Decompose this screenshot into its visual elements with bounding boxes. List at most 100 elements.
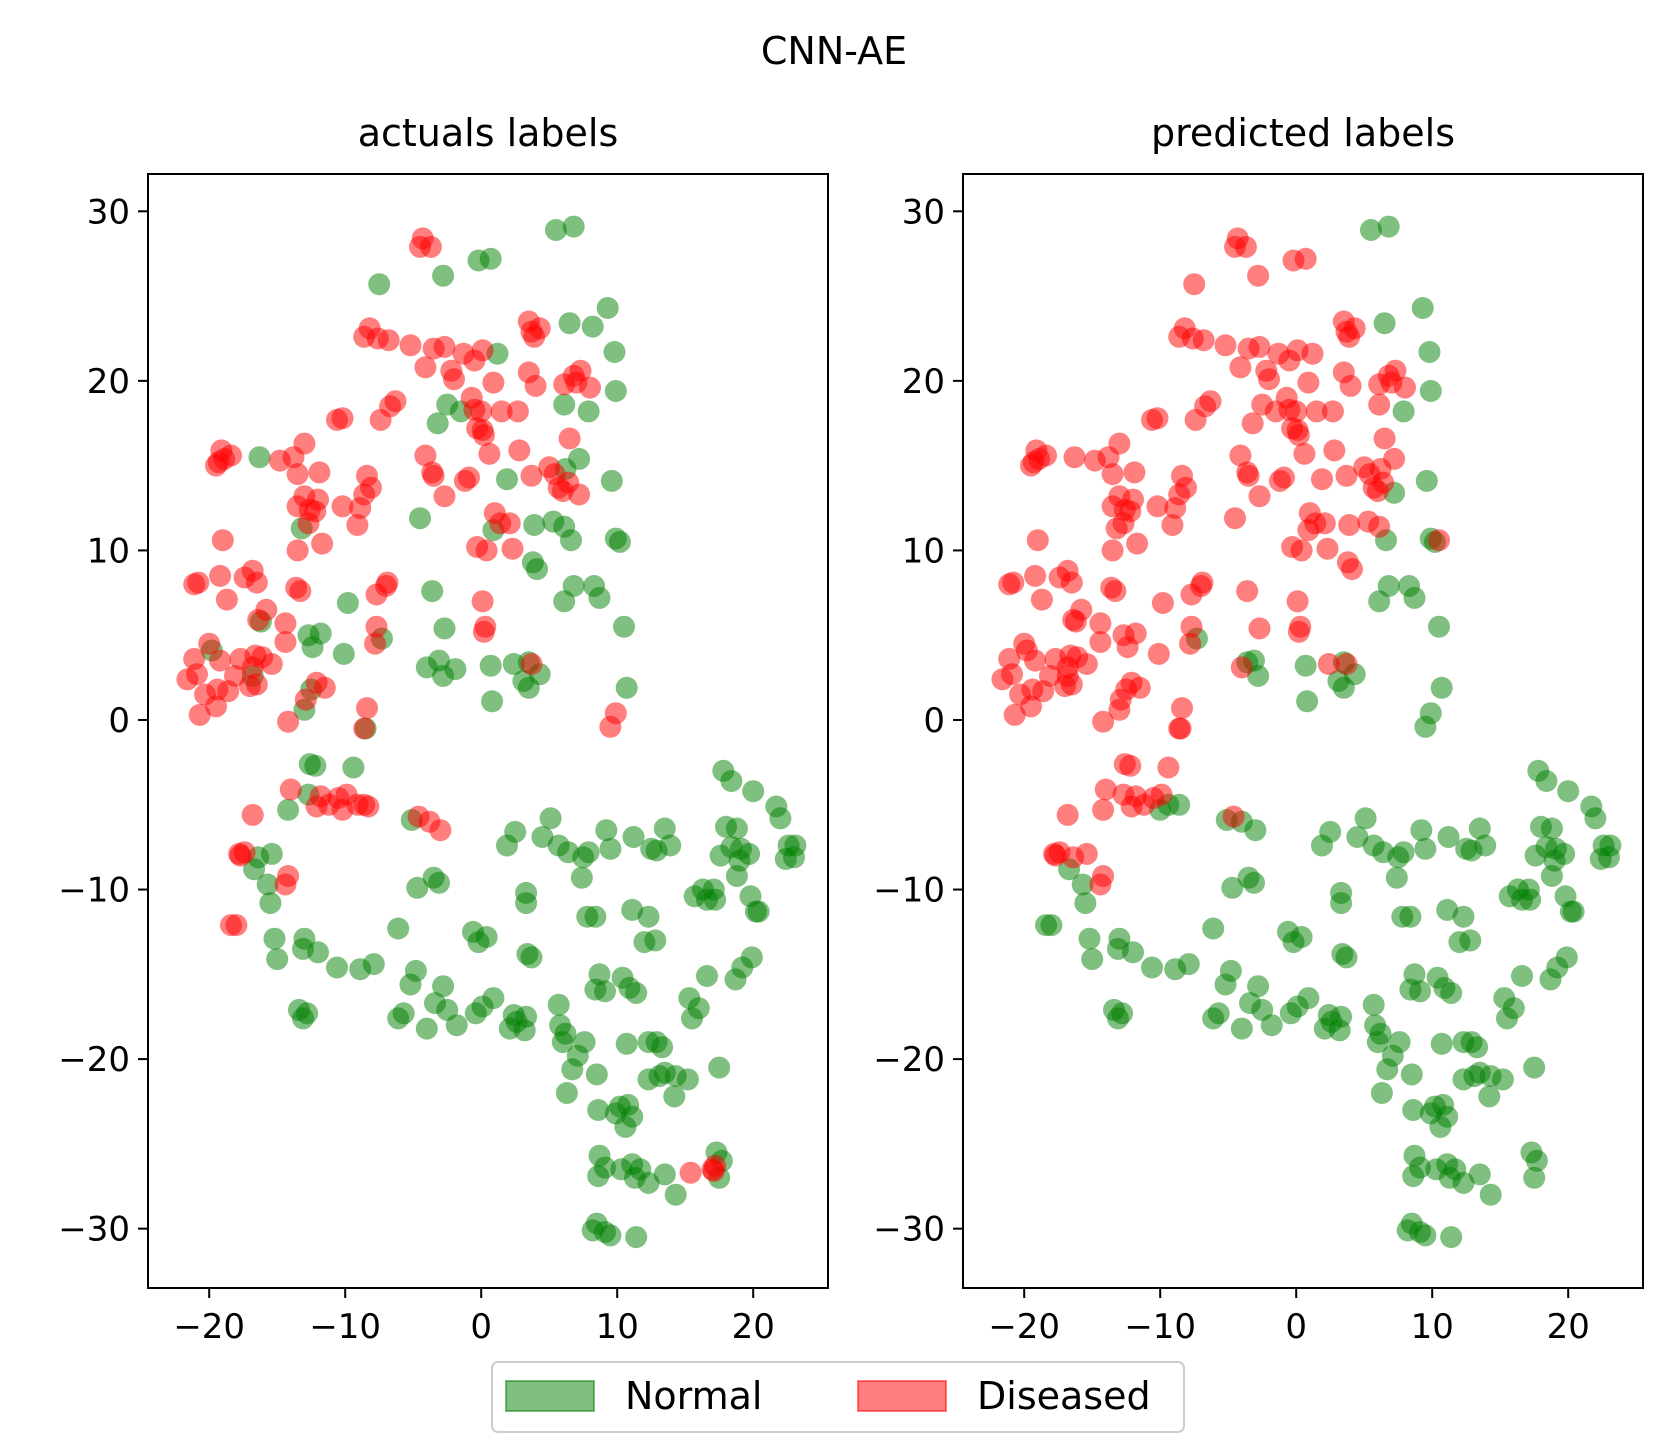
point-diseased-actual [209,649,232,672]
point-diseased-predicted [1146,407,1169,430]
point-diseased-predicted [1297,519,1320,542]
point-diseased-actual [458,466,480,489]
point-diseased-predicted [1323,439,1346,462]
point-diseased-actual [568,483,591,506]
point-diseased-predicted [1092,798,1115,821]
point-normal-actual [526,558,548,581]
point-normal-actual [604,380,627,402]
point-diseased-predicted [1293,442,1316,465]
point-diseased-actual [209,564,232,587]
x-tick-label: 10 [1411,1307,1454,1347]
point-diseased-predicted [1281,417,1304,440]
point-normal-predicted [1418,341,1441,363]
point-diseased-actual [277,710,300,733]
point-diseased-predicted [1044,844,1067,867]
point-diseased-actual [528,317,551,340]
point-normal-predicted [1452,905,1475,928]
point-normal-actual [625,1226,648,1249]
point-normal-predicted [1402,1099,1425,1121]
point-normal-predicted [1400,1063,1423,1086]
point-diseased-predicted [1151,592,1174,614]
point-normal-actual [444,658,467,681]
point-normal-actual [588,586,611,609]
point-normal-actual [725,817,748,840]
point-normal-actual [783,846,805,869]
x-tick-label: −10 [1124,1307,1196,1347]
point-diseased-predicted [1248,485,1271,508]
point-normal-predicted [1294,654,1317,677]
point-normal-predicted [1414,837,1437,860]
point-diseased-actual [229,844,252,867]
point-normal-actual [332,642,355,665]
point-normal-predicted [1330,892,1353,915]
point-diseased-predicted [1101,463,1124,486]
y-tick-label: 30 [87,192,130,232]
point-diseased-actual [419,235,442,258]
point-normal-actual [432,975,455,998]
point-diseased-predicted [1339,374,1362,397]
point-diseased-predicted [1286,590,1309,613]
legend: Normal Diseased [491,1361,1185,1433]
legend-swatch-diseased [857,1380,947,1412]
point-normal-actual [587,1099,610,1121]
point-diseased-predicted [1164,497,1187,519]
point-normal-actual [260,842,283,865]
point-normal-predicted [1376,1058,1399,1081]
point-normal-actual [475,926,498,948]
point-diseased-predicted [1032,680,1055,703]
point-diseased-predicted [1236,580,1259,603]
point-normal-actual [560,529,582,552]
point-normal-actual [445,1014,468,1037]
point-normal-predicted [1346,826,1369,848]
point-diseased-predicted [1024,564,1047,587]
point-normal-actual [304,754,327,777]
point-diseased-predicted [1024,649,1047,672]
point-normal-actual [342,756,365,779]
point-diseased-predicted [1369,458,1392,480]
point-normal-predicted [1474,834,1497,857]
point-normal-actual [681,1007,703,1030]
y-tick-label: 20 [902,362,945,402]
legend-swatch-normal [505,1380,595,1412]
point-normal-predicted [1409,1156,1431,1179]
point-diseased-actual [293,485,316,508]
point-normal-actual [336,592,359,614]
point-diseased-predicted [1273,466,1295,489]
point-normal-actual [256,873,279,896]
point-normal-predicted [1525,1149,1548,1172]
point-diseased-predicted [1169,717,1192,740]
point-normal-actual [653,817,676,840]
point-diseased-actual [524,374,547,397]
point-normal-predicted [1437,826,1460,848]
point-diseased-predicted [1241,412,1264,435]
point-diseased-actual [506,400,529,423]
point-diseased-actual [353,717,376,740]
point-diseased-actual [305,795,328,818]
x-tick-label: 10 [596,1307,639,1347]
point-diseased-predicted [1089,612,1112,635]
point-diseased-predicted [1317,653,1340,675]
point-diseased-actual [422,464,445,487]
point-diseased-predicted [1285,400,1308,423]
point-normal-predicted [1440,1226,1463,1249]
y-tick-label: −10 [873,871,945,911]
point-normal-actual [724,968,747,991]
point-normal-actual [558,312,581,335]
scatter-points-predicted [991,215,1622,1249]
axes-frame-predicted [962,173,1644,1289]
point-diseased-predicted [1230,656,1253,679]
point-normal-predicted [1562,900,1585,923]
point-normal-actual [570,866,593,889]
point-diseased-actual [308,461,331,484]
point-diseased-actual [414,444,437,467]
point-diseased-actual [289,580,312,603]
point-diseased-predicted [1258,368,1280,391]
point-diseased-actual [205,695,227,718]
point-normal-predicted [1296,690,1319,713]
point-diseased-predicted [1105,517,1128,540]
point-normal-actual [545,219,567,241]
point-normal-actual [259,892,282,915]
point-normal-actual [577,400,600,423]
point-diseased-predicted [1094,778,1117,801]
point-normal-actual [664,1183,687,1206]
